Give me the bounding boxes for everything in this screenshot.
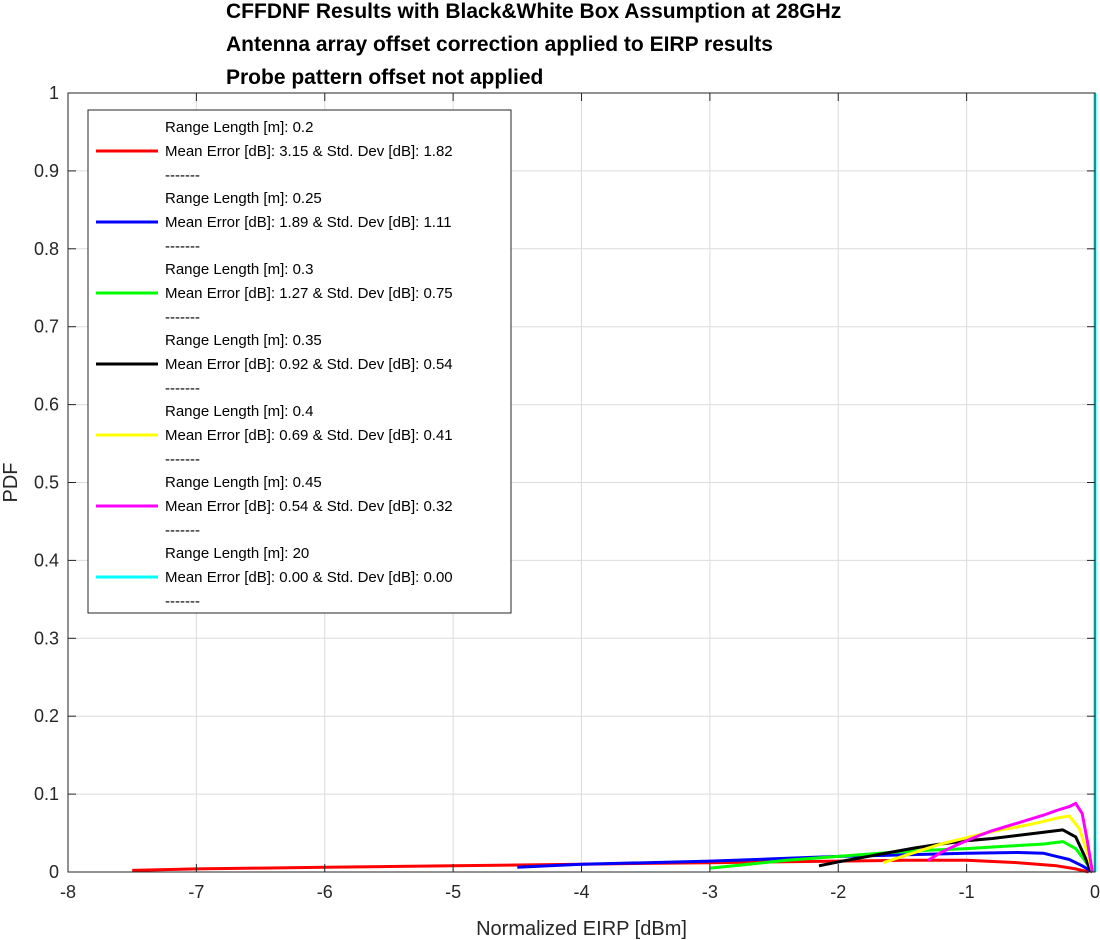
legend-text: Mean Error [dB]: 0.92 & Std. Dev [dB]: 0… — [165, 356, 453, 373]
y-tick-label: 0.1 — [34, 784, 59, 804]
legend-entry-5: Range Length [m]: 0.4 Mean Error [dB]: 0.… — [96, 403, 453, 468]
legend-text: Range Length [m]: 0.2 — [165, 119, 313, 136]
legend-entry-3: Range Length [m]: 0.3 Mean Error [dB]: 1.… — [96, 261, 453, 326]
title-line-3: Probe pattern offset not applied — [226, 66, 543, 89]
x-tick-label: -1 — [959, 882, 975, 902]
y-tick-label: 0.4 — [34, 550, 59, 570]
legend-text: Range Length [m]: 0.25 — [165, 190, 322, 207]
x-tick-label: -4 — [573, 882, 589, 902]
grid — [67, 92, 1096, 873]
x-tick-label: -8 — [60, 882, 76, 902]
series-line-3 — [709, 840, 1094, 873]
legend-entry-6: Range Length [m]: 0.45 Mean Error [dB]: 0… — [96, 474, 453, 539]
legend-box — [87, 109, 512, 614]
y-tick-label: 0.5 — [34, 473, 59, 493]
tick-labels: -8 -7 -6 -5 -4 -3 -2 -1 0 0 0.1 0.2 0.3 0.4 0.5 0.6 0.7 0… — [34, 83, 1100, 902]
y-tick-label: 0 — [49, 862, 59, 882]
legend-text: Range Length [m]: 0.45 — [165, 474, 322, 491]
x-axis-label: Normalized EIRP [dBm] — [476, 918, 687, 940]
x-tick-label: -2 — [830, 882, 846, 902]
title-line-1: CFFDNF Results with Black&White Box Assu… — [226, 0, 841, 23]
legend-text: Mean Error [dB]: 1.89 & Std. Dev [dB]: 1… — [165, 214, 452, 231]
x-tick-label: 0 — [1090, 882, 1100, 902]
legend-text: ------- — [165, 238, 200, 255]
legend-text: ------- — [165, 380, 200, 397]
y-tick-label: 1 — [49, 83, 59, 103]
chart-title: CFFDNF Results with Black&White Box Assu… — [226, 0, 841, 89]
legend-text: Range Length [m]: 20 — [165, 545, 309, 562]
series-line-4 — [818, 828, 1093, 873]
title-line-2: Antenna array offset correction applied … — [226, 33, 773, 56]
x-tick-label: -7 — [188, 882, 204, 902]
legend-entry-1: Range Length [m]: 0.2 Mean Error [dB]: 3.… — [96, 119, 453, 184]
legend-text: Mean Error [dB]: 0.69 & Std. Dev [dB]: 0… — [165, 427, 453, 444]
legend-text: ------- — [165, 593, 200, 610]
legend-text: ------- — [165, 522, 200, 539]
y-tick-label: 0.6 — [34, 395, 59, 415]
legend: Range Length [m]: 0.2 Mean Error [dB]: 3.… — [87, 109, 512, 614]
y-tick-label: 0.3 — [34, 628, 59, 648]
legend-text: Mean Error [dB]: 1.27 & Std. Dev [dB]: 0… — [165, 285, 453, 302]
legend-text: Mean Error [dB]: 3.15 & Std. Dev [dB]: 1… — [165, 143, 453, 160]
legend-entry-7: Range Length [m]: 20 Mean Error [dB]: 0.0… — [96, 545, 453, 610]
legend-text: ------- — [165, 451, 200, 468]
series-line-2 — [517, 851, 1094, 874]
y-tick-label: 0.2 — [34, 706, 59, 726]
legend-text: ------- — [165, 167, 200, 184]
y-tick-label: 0.9 — [34, 161, 59, 181]
legend-entry-2: Range Length [m]: 0.25 Mean Error [dB]: 1… — [96, 190, 452, 255]
y-axis-label: PDF — [0, 463, 22, 503]
legend-entry-4: Range Length [m]: 0.35 Mean Error [dB]: 0… — [96, 332, 453, 397]
legend-text: Range Length [m]: 0.3 — [165, 261, 313, 278]
x-tick-label: -3 — [702, 882, 718, 902]
legend-text: Mean Error [dB]: 0.00 & Std. Dev [dB]: 0… — [165, 569, 453, 586]
legend-text: Range Length [m]: 0.35 — [165, 332, 322, 349]
y-tick-label: 0.8 — [34, 239, 59, 259]
series-line-6 — [927, 801, 1094, 873]
legend-text: Mean Error [dB]: 0.54 & Std. Dev [dB]: 0… — [165, 498, 453, 515]
legend-text: Range Length [m]: 0.4 — [165, 403, 313, 420]
x-tick-label: -6 — [317, 882, 333, 902]
y-tick-label: 0.7 — [34, 317, 59, 337]
x-tick-label: -5 — [445, 882, 461, 902]
series-line-5 — [882, 814, 1094, 873]
legend-text: ------- — [165, 309, 200, 326]
